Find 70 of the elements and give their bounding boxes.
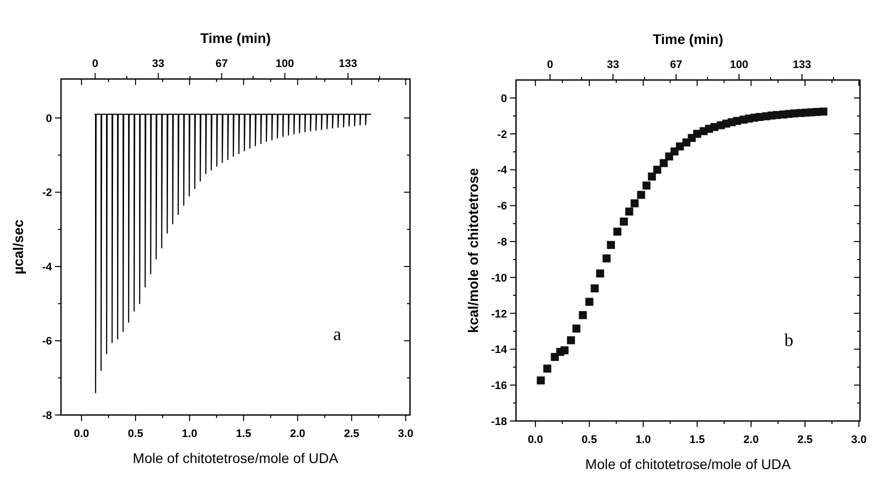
x-axis-title: Mole of chitotetrose/mole of UDA	[132, 450, 339, 466]
y-tick-label: 0	[500, 92, 507, 105]
point	[637, 190, 646, 199]
y-tick-label: 0	[46, 112, 52, 125]
y-tick-label: -18	[491, 416, 507, 428]
x2-tick-label: 67	[216, 58, 228, 70]
annotation: a	[333, 324, 342, 344]
x-tick-label: 1.5	[690, 434, 705, 446]
y-tick-label: -2	[42, 187, 52, 200]
annotation: b	[784, 330, 794, 350]
y-tick-label: -8	[497, 236, 507, 249]
point	[630, 199, 639, 208]
y-axis-title: kcal/mole of chitotetrose	[465, 168, 481, 333]
x2-axis-title: Time (min)	[200, 30, 271, 46]
point	[653, 166, 662, 174]
point	[590, 284, 599, 292]
x-axis-title: Mole of chitotetrose/mole of UDA	[585, 456, 792, 472]
point	[620, 218, 628, 226]
point	[560, 346, 569, 354]
point	[613, 228, 622, 236]
x-tick-label: 3.0	[851, 434, 867, 446]
point	[578, 311, 587, 320]
point	[566, 336, 575, 344]
x-tick-label: 2.0	[743, 434, 759, 446]
y-tick-label: -14	[491, 344, 508, 356]
x2-tick-label: 33	[152, 58, 164, 70]
point	[606, 240, 615, 249]
y-tick-label: -16	[491, 380, 507, 392]
y-tick-label: -8	[42, 410, 52, 422]
x2-tick-label: 133	[338, 58, 358, 70]
y-tick-label: -10	[491, 272, 507, 284]
point	[660, 159, 668, 168]
x-tick-label: 2.0	[290, 428, 306, 440]
y-tick-label: -12	[491, 308, 507, 320]
x-tick-label: 2.5	[344, 428, 360, 440]
x2-axis-title: Time (min)	[652, 31, 724, 47]
x2-tick-label: 0	[546, 59, 554, 71]
y-tick-label: -2	[497, 128, 507, 141]
y-axis-title: µcal/sec	[10, 219, 26, 274]
x-tick-label: 0.5	[582, 434, 597, 446]
x2-tick-label: 100	[276, 58, 294, 70]
x-tick-label: 0.5	[128, 428, 144, 440]
x-tick-label: 1.0	[182, 428, 198, 440]
point	[596, 269, 604, 278]
line-series	[94, 114, 372, 394]
x-tick-label: 1.0	[636, 434, 651, 446]
point	[819, 108, 828, 116]
x2-tick-label: 133	[792, 59, 812, 71]
x2-tick-label: 33	[606, 59, 620, 71]
x-tick-label: 0.0	[528, 434, 544, 446]
y-tick-label: -6	[497, 200, 507, 213]
x-tick-label: 2.5	[797, 434, 813, 446]
point	[543, 364, 552, 373]
y-tick-label: -4	[497, 164, 508, 177]
x2-tick-label: 0	[92, 58, 98, 70]
point	[602, 254, 611, 262]
y-tick-label: -6	[42, 336, 52, 348]
point	[625, 208, 634, 216]
point	[572, 324, 580, 333]
x-tick-label: 3.0	[398, 428, 414, 440]
point	[648, 172, 656, 181]
point	[585, 298, 594, 306]
x-tick-label: 0.0	[74, 428, 90, 440]
y-tick-label: -4	[42, 261, 53, 274]
point	[676, 142, 684, 150]
x2-tick-label: 67	[670, 59, 682, 71]
point	[642, 182, 650, 190]
point	[536, 376, 545, 384]
x2-tick-label: 100	[730, 59, 748, 71]
x-tick-label: 1.5	[236, 428, 252, 440]
